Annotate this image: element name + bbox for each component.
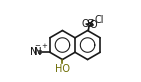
- Text: HO: HO: [55, 64, 70, 74]
- Text: +: +: [42, 43, 48, 49]
- Text: N: N: [30, 47, 38, 57]
- Text: O: O: [90, 20, 98, 30]
- Text: O: O: [82, 19, 89, 29]
- Text: −: −: [34, 43, 40, 49]
- Text: N: N: [34, 47, 42, 57]
- Text: S: S: [86, 19, 93, 29]
- Text: Cl: Cl: [94, 15, 103, 25]
